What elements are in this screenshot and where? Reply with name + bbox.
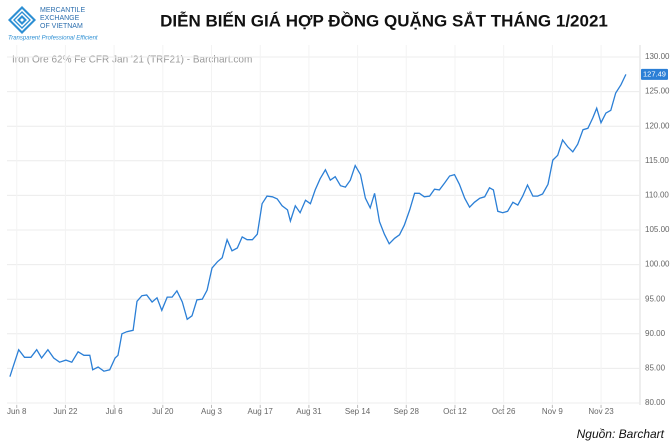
x-tick-label: Nov 23 <box>588 407 614 416</box>
x-tick-label: Nov 9 <box>542 407 563 416</box>
logo-tagline: Transparent Professional Efficient <box>8 36 98 42</box>
chart-title: DIỄN BIẾN GIÁ HỢP ĐỒNG QUẶNG SẮT THÁNG 1… <box>160 11 608 30</box>
y-tick-label: 110.00 <box>645 191 669 200</box>
x-tick-label: Sep 28 <box>394 407 420 416</box>
y-tick-label: 125.00 <box>645 87 670 96</box>
x-tick-label: Oct 12 <box>443 407 467 416</box>
x-tick-label: Jul 20 <box>152 407 174 416</box>
x-tick-label: Aug 3 <box>201 407 222 416</box>
source: Nguồn: Barchart <box>577 427 665 441</box>
y-tick-label: 115.00 <box>645 156 669 165</box>
logo-icon <box>8 6 36 34</box>
last-price-label: 127.49 <box>643 69 666 78</box>
y-tick-label: 100.00 <box>645 260 670 269</box>
x-tick-label: Jun 8 <box>7 407 27 416</box>
x-tick-label: Aug 31 <box>296 407 322 416</box>
y-tick-label: 130.00 <box>645 52 670 61</box>
last-price-tag <box>641 68 668 80</box>
x-tick-label: Oct 26 <box>492 407 516 416</box>
y-tick-label: 120.00 <box>645 121 670 130</box>
y-tick-label: 95.00 <box>645 294 666 303</box>
chart-subtitle: Iron Ore 62% Fe CFR Jan '21 (TRF21) - Ba… <box>12 55 252 66</box>
y-tick-label: 85.00 <box>645 364 666 373</box>
x-tick-label: Jun 22 <box>53 407 78 416</box>
logo-text: MERCANTILE <box>40 7 85 14</box>
x-tick-label: Sep 14 <box>345 407 371 416</box>
logo-text: OF VIETNAM <box>40 23 83 30</box>
x-tick-label: Jul 6 <box>106 407 123 416</box>
y-tick-label: 105.00 <box>645 225 670 234</box>
logo-text: EXCHANGE <box>40 15 80 22</box>
y-tick-label: 90.00 <box>645 329 666 338</box>
x-tick-label: Aug 17 <box>248 407 274 416</box>
price-line <box>9 74 627 377</box>
y-tick-label: 80.00 <box>645 398 666 407</box>
